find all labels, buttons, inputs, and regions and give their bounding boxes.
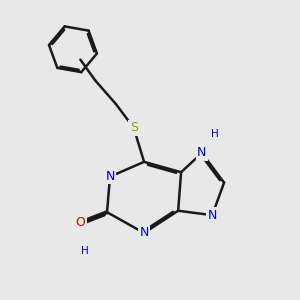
Circle shape (128, 122, 140, 134)
Text: N: N (105, 170, 115, 183)
Circle shape (138, 227, 150, 239)
Text: N: N (208, 209, 217, 222)
Text: N: N (105, 170, 115, 183)
Text: N: N (197, 146, 206, 160)
Text: H: H (211, 129, 219, 139)
Text: H: H (211, 129, 219, 139)
Text: N: N (197, 146, 206, 160)
Text: S: S (130, 121, 138, 134)
Circle shape (196, 147, 208, 159)
Text: O: O (75, 216, 85, 229)
Circle shape (104, 171, 116, 182)
Circle shape (75, 217, 86, 228)
Text: H: H (81, 246, 89, 256)
Text: S: S (130, 121, 138, 134)
Text: N: N (208, 209, 217, 222)
Text: H: H (81, 246, 89, 256)
Circle shape (207, 209, 218, 221)
Text: N: N (140, 226, 149, 239)
Text: O: O (75, 216, 85, 229)
Text: N: N (140, 226, 149, 239)
